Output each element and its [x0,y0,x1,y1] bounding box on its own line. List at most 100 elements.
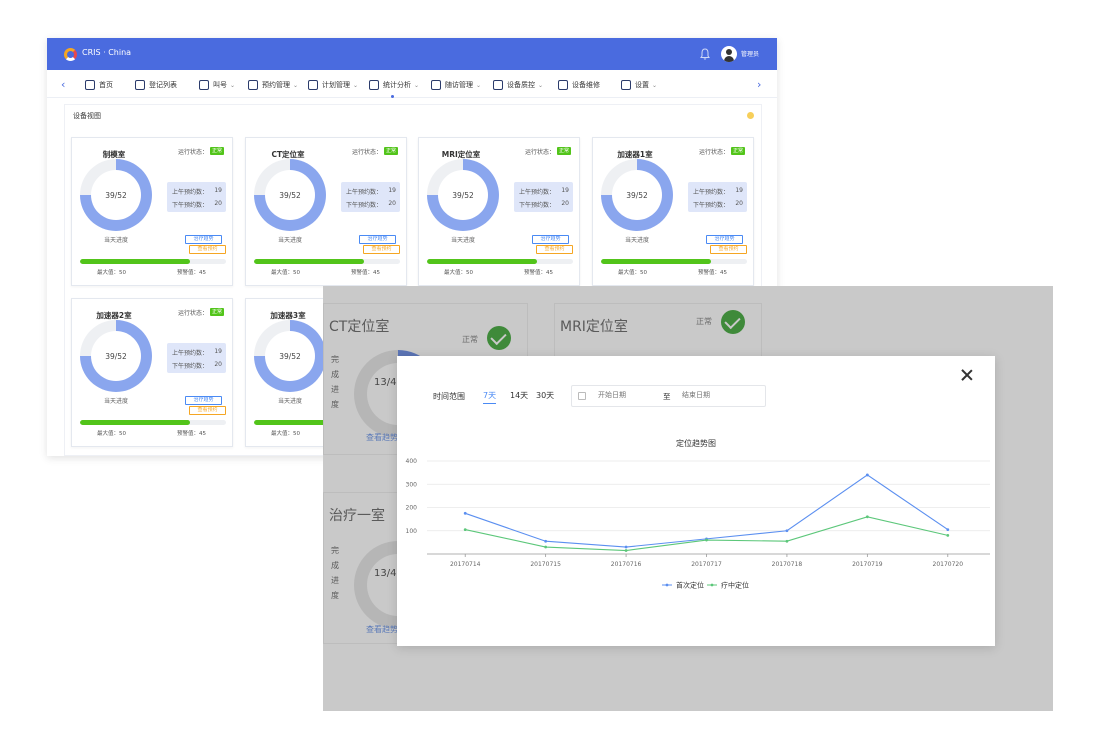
capacity-bar [80,259,226,264]
status-badge: 正常 [210,308,225,316]
max-value: 最大值：50 [618,270,647,276]
legend-marker-dot [665,583,669,587]
nav-item-6[interactable]: 随访管理 ⌄ [431,79,481,91]
data-point [544,539,548,543]
nav-prev-icon[interactable]: ‹ [61,78,66,91]
nav-item-1[interactable]: 登记列表 [135,79,177,91]
range-tab-30d[interactable]: 30天 [536,391,555,400]
chart-title: 定位趋势图 [676,438,716,448]
am-booking-value: 19 [214,187,222,194]
progress-donut [254,320,326,392]
treatment-trend-button[interactable]: 治疗趋势 [185,396,222,405]
view-booking-button[interactable]: 查看预约 [189,406,226,415]
status-badge: 正常 [384,147,399,155]
progress-donut [80,159,152,231]
user-name[interactable]: 管理员 [741,51,760,58]
nav-item-7[interactable]: 设备质控 ⌄ [493,79,543,91]
treatment-trend-button[interactable]: 治疗趋势 [532,235,569,244]
nav-item-5[interactable]: 统计分析 ⌄ [369,79,419,91]
chart-icon [369,80,379,90]
nav-item-label: 随访管理 [445,81,473,89]
end-date-input[interactable] [682,391,752,399]
avatar[interactable] [721,46,737,62]
pm-booking-label: 下午预约数： [519,202,556,209]
capacity-bar-fill [80,420,190,425]
home-icon [85,80,95,90]
view-booking-button[interactable]: 查看预约 [710,245,747,254]
progress-ratio: 39/52 [105,191,127,200]
x-tick-label: 20170719 [852,561,883,568]
status-label: 运行状态： [699,149,730,156]
am-booking-value: 19 [388,187,396,194]
nav-item-3[interactable]: 预约管理 ⌄ [248,79,298,91]
status-badge: 正常 [557,147,572,155]
view-booking-button[interactable]: 查看预约 [363,245,400,254]
logo-icon [64,48,77,61]
legend-label: 疗中定位 [721,581,749,590]
bell-icon[interactable] [700,48,710,60]
chevron-down-icon: ⌄ [652,81,658,89]
range-tab-7d[interactable]: 7天 [483,390,497,404]
progress-ratio: 39/52 [105,352,127,361]
warning-value: 预警值：45 [177,431,206,437]
nav-item-8[interactable]: 设备维修 [558,79,600,91]
warning-value: 预警值：45 [698,270,727,276]
x-tick-label: 20170714 [450,561,481,568]
capacity-bar [601,259,747,264]
view-booking-button[interactable]: 查看预约 [536,245,573,254]
data-point [624,549,628,552]
calendar-icon [248,80,258,90]
nav-item-9[interactable]: 设置 ⌄ [621,79,657,91]
nav-item-label: 首页 [99,81,113,89]
status-label: 运行状态： [178,149,209,156]
status-badge: 正常 [731,147,746,155]
overlay-vertical-label: 完成进度 [331,355,339,409]
capacity-bar-fill [601,259,711,264]
nav-bar: ‹ 首页 登记列表 叫号 ⌄ 预约管理 ⌄ 计划管理 ⌄ 统计分析 ⌄ 随访管理 ⌄ 设备质控 ⌄ 设备维修… [47,70,777,98]
status-indicator [747,112,754,119]
nav-item-0[interactable]: 首页 [85,79,113,91]
nav-item-4[interactable]: 计划管理 ⌄ [308,79,358,91]
warning-value: 预警值：45 [524,270,553,276]
nav-item-2[interactable]: 叫号 ⌄ [199,79,235,91]
chevron-down-icon: ⌄ [230,81,236,89]
date-range-picker[interactable]: 至 [571,385,766,407]
chevron-down-icon: ⌄ [353,81,359,89]
overlay-card-title: CT定位室 [329,319,390,335]
am-booking-label: 上午预约数： [693,189,730,196]
pm-booking-value: 20 [214,361,222,368]
trend-modal: 定位趋势图 100 200 300 400 20170714 20170715 2017071… [397,356,995,646]
overlay-trend-link: 查看趋势 [366,625,398,634]
nav-item-label: 预约管理 [262,81,290,89]
pm-booking-value: 20 [735,200,743,207]
daily-progress-label: 当天进度 [450,237,475,244]
treatment-trend-button[interactable]: 治疗趋势 [185,235,222,244]
start-date-input[interactable] [598,391,658,399]
data-point [946,528,950,531]
close-icon[interactable] [960,368,974,382]
legend-marker-dot [710,583,714,587]
nav-item-label: 计划管理 [322,81,350,89]
treatment-trend-button[interactable]: 治疗趋势 [706,235,743,244]
am-booking-label: 上午预约数： [172,189,209,196]
nav-next-icon[interactable]: › [757,78,762,91]
range-tab-14d[interactable]: 14天 [510,391,529,400]
daily-progress-label: 当天进度 [103,398,128,405]
chevron-down-icon: ⌄ [414,81,420,89]
pm-booking-value: 20 [561,200,569,207]
overlay-card-title: 治疗一室 [329,508,385,524]
view-booking-button[interactable]: 查看预约 [189,245,226,254]
warning-value: 预警值：45 [177,270,206,276]
capacity-bar [80,420,226,425]
wrench-icon [558,80,568,90]
data-point [463,528,467,531]
nav-item-label: 叫号 [213,81,227,89]
time-range-label: 时间范围 [433,392,465,401]
status-label: 运行状态： [525,149,556,156]
chevron-down-icon: ⌄ [476,81,482,89]
check-circle-icon [721,310,745,334]
treatment-trend-button[interactable]: 治疗趋势 [359,235,396,244]
pm-booking-label: 下午预约数： [172,363,209,370]
capacity-bar-fill [254,420,364,425]
room-name: 加速器3室 [270,311,306,320]
